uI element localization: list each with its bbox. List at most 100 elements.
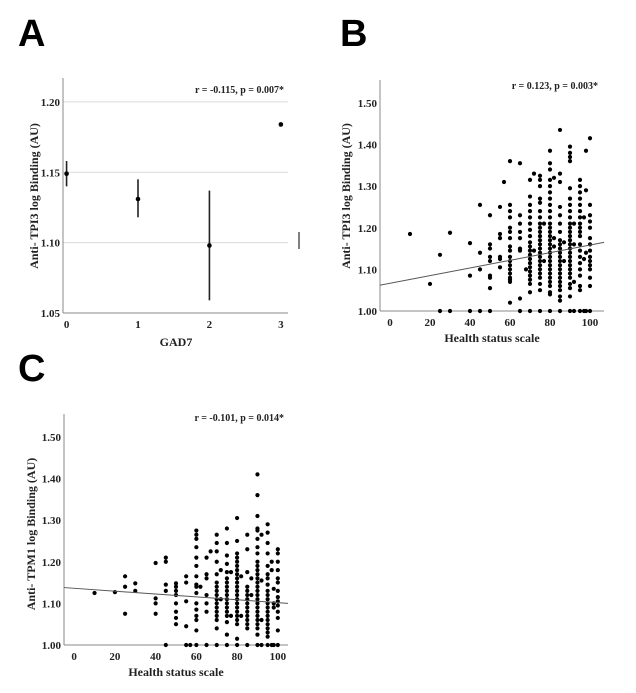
panel-b-data-point	[487, 213, 493, 218]
panel-b-data-point	[497, 236, 503, 241]
panel-b-data-point	[551, 236, 557, 241]
panel-letter-a: A	[18, 13, 45, 55]
panel-c-data-point	[198, 584, 203, 589]
panel-c-data-point	[245, 592, 250, 598]
panel-c-data-point	[194, 545, 199, 550]
panel-c-data-point	[163, 642, 168, 648]
panel-b-data-point	[587, 248, 593, 253]
panel-b-annotation: r = 0.123, p = 0.003*	[512, 81, 598, 92]
panel-c-data-point	[275, 615, 280, 621]
panel-b-data-point	[487, 246, 493, 251]
panel-b-data-point	[507, 229, 513, 235]
panel-b-data-point	[507, 271, 513, 276]
panel-b-data-point	[557, 250, 563, 255]
panel-b-data-point	[537, 242, 543, 247]
panel-c-data-point	[265, 530, 270, 535]
panel-b-data-point	[547, 190, 553, 195]
panel-b-data-point	[497, 265, 503, 270]
panel-b-data-point	[517, 308, 523, 314]
panel-b-data-point	[547, 242, 553, 247]
panel-b-data-point	[587, 219, 593, 224]
panel-c-x-tick-label: 80	[232, 651, 244, 663]
panel-b-data-point	[523, 267, 529, 272]
panel-c-data-point	[265, 617, 270, 623]
panel-b-data-point	[577, 225, 583, 230]
panel-c-data-point	[234, 609, 240, 614]
panel-c-data-point	[224, 561, 230, 566]
panel-c-data-point	[275, 609, 280, 614]
panel-b-data-point	[567, 238, 573, 243]
panel-b-data-point	[467, 273, 473, 278]
panel-b-data-point	[547, 167, 553, 172]
panel-c-data-point	[255, 642, 260, 648]
panel-b-data-point	[587, 225, 593, 230]
panel-c-data-point	[265, 588, 270, 593]
panel-c-data-point	[234, 613, 240, 618]
panel-c-data-point	[245, 622, 250, 627]
panel-a-x-tick-label: 3	[278, 319, 284, 331]
panel-b-data-point	[587, 263, 593, 268]
panel-c-data-point	[214, 605, 219, 610]
panel-c-data-point	[173, 581, 179, 586]
panel-c-data-point	[224, 553, 230, 558]
panel-b-x-tick-label: 0	[387, 317, 393, 329]
panel-c-data-point	[245, 613, 250, 618]
panel-c-data-point	[228, 613, 234, 618]
panel-b-data-point	[567, 229, 573, 235]
panel-b-data-point	[557, 258, 563, 264]
panel-b-data-point	[537, 271, 543, 276]
panel-b-data-point	[537, 275, 543, 280]
panel-b-data-point	[547, 161, 553, 166]
panel-b-data-point	[557, 179, 563, 185]
panel-c-data-point	[224, 642, 230, 648]
panel-b-data-point	[537, 250, 543, 255]
panel-c-data-point	[214, 580, 219, 585]
panel-c-data-point	[208, 549, 213, 554]
panel-b-data-point	[537, 258, 543, 264]
panel-c-chart: r = -0.101, p = 0.014* Health status sca…	[24, 413, 289, 679]
panel-b-data-point	[577, 273, 583, 278]
panel-b-data-point	[517, 229, 523, 235]
panel-a-y-tick-label: 1.20	[41, 97, 61, 109]
panel-c-data-point	[245, 570, 250, 575]
panel-b-data-point	[517, 213, 523, 218]
panel-c-data-point	[153, 596, 158, 601]
panel-c-data-point	[245, 609, 250, 614]
panel-c-data-point	[163, 588, 168, 593]
panel-c-data-point	[92, 590, 97, 596]
panel-b-data-point	[567, 233, 573, 239]
panel-b-data-point	[537, 209, 543, 214]
panel-c-data-point	[269, 567, 274, 573]
panel-c-data-point	[204, 601, 209, 606]
panel-b-data-point	[527, 244, 533, 249]
panel-b-data-point	[537, 281, 543, 287]
panel-c-data-point	[245, 626, 250, 631]
panel-a-x-tick-label: 2	[207, 319, 213, 331]
panel-b-data-point	[567, 267, 573, 272]
panel-a-mean-point	[64, 171, 69, 176]
panel-c-data-point	[234, 515, 240, 521]
panel-a-y-tick-label: 1.05	[41, 308, 61, 320]
panel-b-data-point	[547, 202, 553, 207]
panel-c-data-point	[214, 642, 219, 648]
panel-c-y-tick-label: 1.30	[42, 515, 62, 527]
panel-c-data-point	[184, 574, 189, 579]
panel-b-data-point	[557, 242, 563, 247]
panel-b-data-point	[437, 252, 443, 257]
panel-c-data-point	[255, 617, 260, 623]
panel-b-data-point	[587, 283, 593, 289]
panel-b-data-point	[557, 246, 563, 251]
panel-c-data-point	[194, 607, 199, 612]
panel-b-data-point	[507, 236, 513, 241]
panel-c-data-point	[234, 636, 240, 641]
panel-c-data-point	[265, 540, 270, 546]
panel-b-data-point	[577, 283, 583, 289]
panel-b-data-point	[507, 209, 513, 214]
panel-c-data-point	[194, 584, 199, 589]
panel-c-data-point	[224, 605, 230, 610]
panel-b-data-point	[557, 283, 563, 289]
panel-b-data-point	[587, 308, 593, 314]
panel-b-data-point	[547, 308, 553, 314]
panel-b-data-point	[577, 254, 583, 259]
